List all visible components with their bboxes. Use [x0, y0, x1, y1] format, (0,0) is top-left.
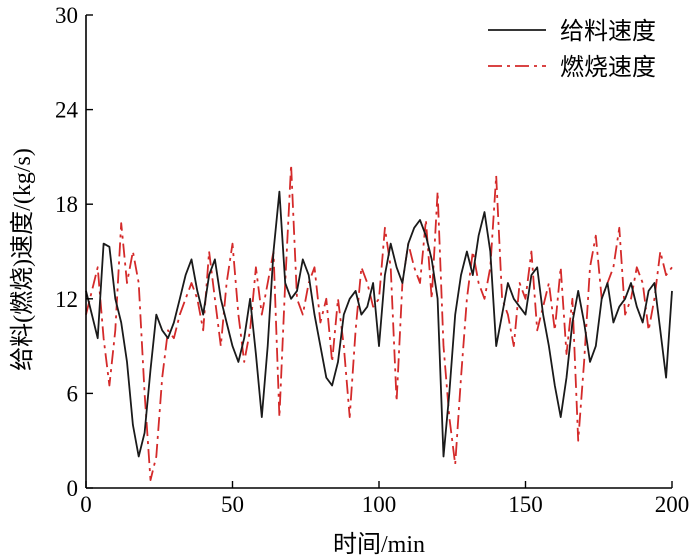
y-tick-label: 6: [67, 381, 79, 406]
x-tick-label: 200: [655, 492, 690, 517]
y-axis-label: 给料(燃烧)速度/(kg/s): [9, 148, 36, 371]
x-axis-label: 时间/min: [333, 531, 425, 558]
axes-layer: [85, 15, 672, 489]
x-tick-label: 100: [362, 492, 397, 517]
legend-label: 燃烧速度: [560, 54, 656, 81]
x-tick-label: 0: [80, 492, 92, 517]
x-tick-label: 150: [508, 492, 543, 517]
y-tick-label: 30: [55, 3, 78, 28]
y-tick-label: 0: [67, 476, 79, 501]
legend-label: 给料速度: [560, 18, 656, 45]
feed-rate-series-line: [85, 190, 673, 458]
ticks-layer: 0 50 100 150 200 0 6 12 18 24 30: [55, 3, 689, 517]
burn-rate-series-line: [85, 163, 673, 482]
y-tick-label: 12: [55, 287, 78, 312]
x-tick-label: 50: [221, 492, 244, 517]
y-tick-label: 24: [55, 98, 79, 123]
y-tick-label: 18: [55, 192, 78, 217]
series-layer: [85, 163, 673, 482]
